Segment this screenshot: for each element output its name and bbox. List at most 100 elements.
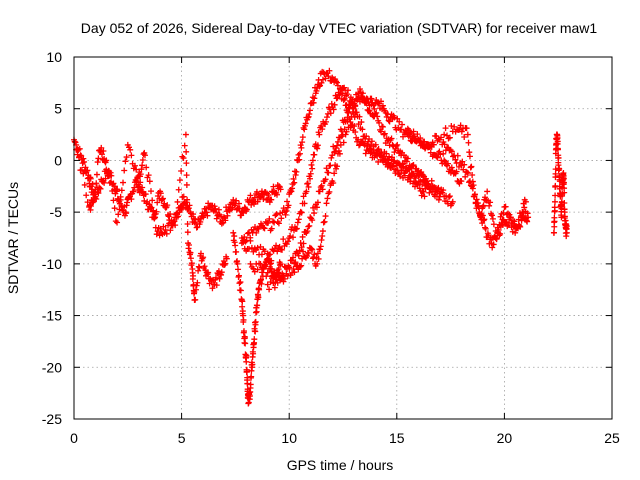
data-point-interp xyxy=(310,99,317,106)
data-point-interp xyxy=(285,238,292,245)
data-point-interp xyxy=(493,235,500,242)
data-point-interp xyxy=(480,217,487,224)
data-point-interp xyxy=(551,218,558,225)
data-point-interp xyxy=(151,211,158,218)
data-point-interp xyxy=(380,153,387,160)
data-point-interp xyxy=(469,178,476,185)
data-point-interp xyxy=(304,114,311,121)
data-point-interp xyxy=(95,190,102,197)
data-point xyxy=(563,229,570,236)
data-point-interp xyxy=(74,151,81,158)
data-point-interp xyxy=(290,175,297,182)
data-point-interp xyxy=(224,212,231,219)
data-point-interp xyxy=(265,192,272,199)
data-point-interp xyxy=(475,202,482,209)
data-point xyxy=(142,152,149,159)
data-point-interp xyxy=(495,230,502,237)
data-point-interp xyxy=(378,98,385,105)
data-point-interp xyxy=(258,188,265,195)
axis-ticks: 0 5 10 15 20 25 10 5 0 -5 -10 -15 -20 -25 xyxy=(42,49,620,446)
data-point-interp xyxy=(201,263,208,270)
data-point-interp xyxy=(254,302,261,309)
data-point-interp xyxy=(139,184,146,191)
data-point-interp xyxy=(394,141,401,148)
data-point xyxy=(558,214,565,221)
data-point-interp xyxy=(403,158,410,165)
data-point-interp xyxy=(247,192,254,199)
data-point-interp xyxy=(482,225,489,232)
data-point-interp xyxy=(315,255,322,262)
data-point-interp xyxy=(178,205,185,212)
data-point-interp xyxy=(307,175,314,182)
data-point-interp xyxy=(318,236,325,243)
data-point-interp xyxy=(319,233,326,240)
data-point-interp xyxy=(344,91,351,98)
data-point xyxy=(260,266,267,273)
data-point-interp xyxy=(340,97,347,104)
data-point-interp xyxy=(446,134,453,141)
data-point-interp xyxy=(164,202,171,209)
data-point-interp xyxy=(430,141,437,148)
data-point-interp xyxy=(274,279,281,286)
data-point-interp xyxy=(368,95,375,102)
data-point-interp xyxy=(356,113,363,120)
data-point-interp xyxy=(209,285,216,292)
data-point-interp xyxy=(271,284,278,291)
data-point-interp xyxy=(500,209,507,216)
plot-frame xyxy=(73,56,613,420)
data-point-interp xyxy=(496,221,503,228)
data-point-interp xyxy=(100,148,107,155)
data-point-interp xyxy=(442,125,449,132)
data-point-interp xyxy=(554,146,561,153)
data-point-interp xyxy=(160,223,167,230)
data-point-interp xyxy=(524,218,531,225)
data-point-interp xyxy=(309,246,316,253)
data-point-interp xyxy=(97,185,104,192)
data-point-interp xyxy=(118,202,125,209)
data-point-interp xyxy=(298,209,305,216)
data-point xyxy=(223,255,230,262)
data-point-interp xyxy=(433,153,440,160)
data-point-interp xyxy=(268,225,275,232)
data-point-interp xyxy=(188,260,195,267)
data-point-interp xyxy=(420,188,427,195)
data-point-interp xyxy=(283,241,290,248)
data-point-interp xyxy=(247,237,254,244)
data-point-interp xyxy=(280,236,287,243)
data-point-interp xyxy=(254,198,261,205)
data-point-interp xyxy=(222,260,229,267)
data-point-interp xyxy=(216,275,223,282)
data-point-interp xyxy=(356,85,363,92)
data-point-interp xyxy=(445,194,452,201)
data-point-interp xyxy=(163,230,170,237)
data-point-interp xyxy=(108,179,115,186)
data-point-interp xyxy=(331,149,338,156)
data-point-interp xyxy=(253,229,260,236)
data-point-interp xyxy=(115,211,122,218)
data-point-interp xyxy=(139,162,146,169)
data-point-interp xyxy=(167,227,174,234)
data-point-interp xyxy=(261,225,268,232)
data-point-interp xyxy=(186,202,193,209)
data-point-interp xyxy=(466,149,473,156)
data-point-interp xyxy=(373,109,380,116)
data-point-interp xyxy=(554,138,561,145)
data-point-interp xyxy=(324,195,331,202)
data-point-interp xyxy=(265,251,272,258)
data-point-interp xyxy=(318,79,325,86)
data-point-interp xyxy=(278,215,285,222)
data-point-interp xyxy=(111,205,118,212)
data-point-interp xyxy=(92,186,99,193)
data-point-interp xyxy=(204,212,211,219)
data-point-interp xyxy=(351,123,358,130)
data-point-interp xyxy=(436,148,443,155)
data-point-interp xyxy=(93,195,100,202)
data-point-interp xyxy=(418,192,425,199)
data-point-interp xyxy=(258,251,265,258)
data-point-interp xyxy=(169,222,176,229)
data-point-interp xyxy=(404,155,411,162)
data-point-interp xyxy=(305,113,312,120)
data-point-interp xyxy=(334,79,341,86)
data-point-interp xyxy=(379,102,386,109)
data-point-interp xyxy=(296,247,303,254)
